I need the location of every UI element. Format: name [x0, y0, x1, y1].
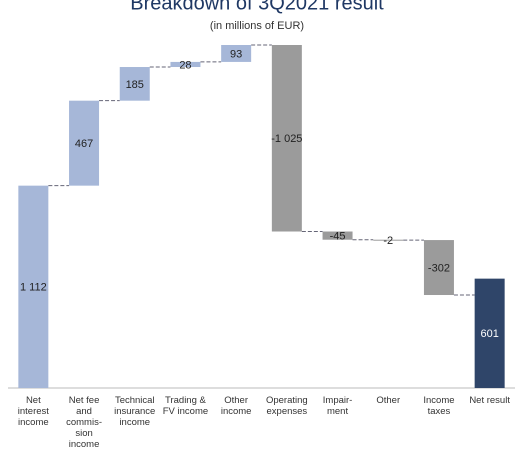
value-label: 93 [230, 48, 242, 60]
chart-title: Breakdown of 3Q2021 result [130, 0, 384, 14]
value-label: 1 112 [20, 282, 47, 294]
value-label: -302 [428, 262, 450, 274]
x-tick-label: Net fee and commis-sion income [66, 395, 102, 450]
value-label: 28 [179, 59, 191, 71]
x-tick-label: Impair-ment [322, 395, 353, 417]
value-label: -2 [383, 235, 393, 247]
x-tick-label: Income taxes [423, 395, 455, 417]
x-tick-label: Other income [220, 395, 252, 417]
bar [423, 240, 454, 296]
x-tick-label: Trading & FV income [162, 395, 209, 417]
bar [119, 67, 150, 101]
value-label: -45 [330, 231, 346, 243]
bar [271, 45, 302, 232]
x-tick-label: Net result [469, 395, 510, 406]
bar [474, 278, 505, 388]
value-label: -1 025 [271, 133, 302, 145]
bar [170, 61, 201, 68]
x-tick-label: Net interest income [17, 395, 49, 428]
bar [69, 100, 100, 186]
x-tick-label: Technical insurance income [114, 395, 156, 428]
value-label: 467 [75, 138, 93, 150]
x-tick-label: Other [376, 395, 401, 406]
chart-subtitle: (in millions of EUR) [210, 20, 304, 32]
bar [221, 45, 252, 62]
value-label: 601 [480, 328, 498, 340]
value-label: 185 [126, 79, 144, 91]
bar [18, 185, 49, 388]
bar [322, 231, 353, 240]
x-tick-label: Operating expenses [265, 395, 308, 417]
bar [373, 239, 404, 241]
